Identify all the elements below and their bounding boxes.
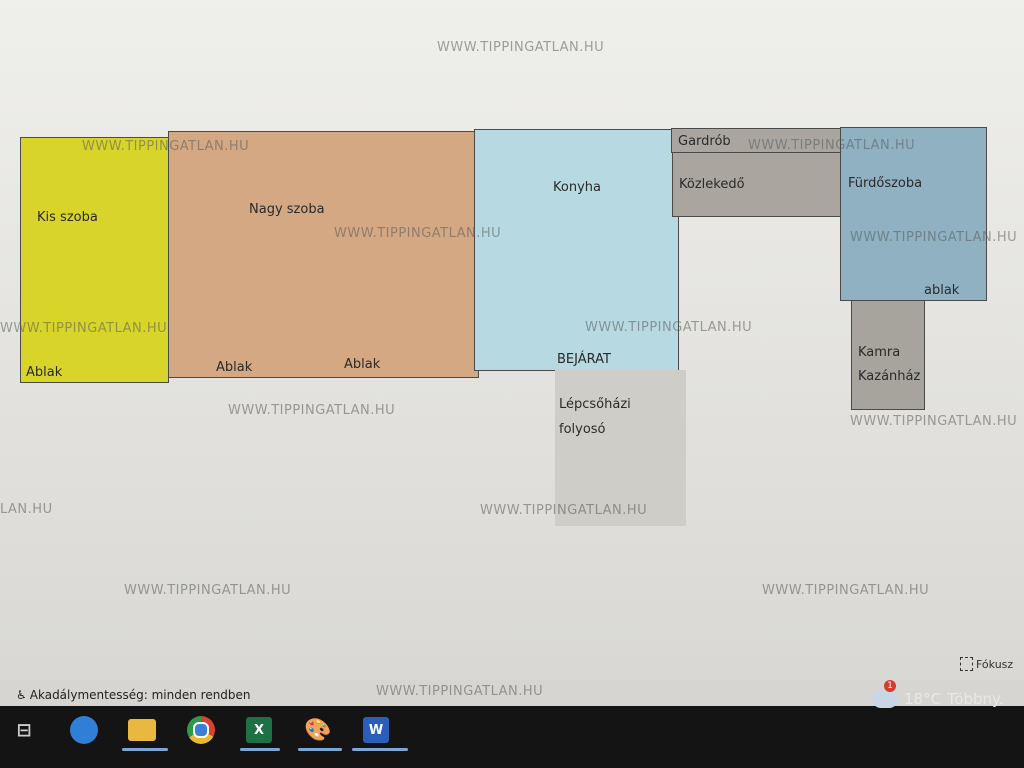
watermark: WWW.TIPPINGATLAN.HU (334, 226, 502, 241)
file-explorer-indicator (122, 748, 168, 751)
watermark: WWW.TIPPINGATLAN.HU (850, 230, 1018, 245)
accessibility-label: Akadálymentesség: minden rendben (29, 688, 251, 702)
entrance-label: BEJÁRAT (557, 352, 611, 367)
weather-temp: 18°C (904, 690, 942, 708)
room-kamra-kazanhaz[interactable]: Kamra Kazánház (851, 300, 925, 410)
room-label: folyosó (559, 422, 606, 437)
focus-button[interactable]: Fókusz (960, 657, 1013, 671)
room-kis-szoba[interactable]: Kis szoba Ablak (20, 137, 169, 383)
room-furdoszoba[interactable]: Fürdőszoba ablak (840, 127, 987, 301)
watermark: WWW.TIPPINGATLAN.HU (376, 684, 544, 699)
window-label: ablak (924, 283, 960, 298)
edge-icon[interactable] (66, 712, 102, 748)
watermark: WWW.TIPPINGATLAN.HU (437, 40, 605, 55)
window-label: Ablak (26, 365, 63, 380)
focus-icon (960, 657, 973, 671)
room-label: Közlekedő (679, 177, 745, 192)
watermark: WWW.TIPPINGATLAN.HU (850, 414, 1018, 429)
room-label: Konyha (553, 180, 601, 195)
document-canvas: Kis szoba Ablak Nagy szoba Ablak Ablak K… (0, 0, 1024, 680)
window-label: Ablak (216, 360, 253, 375)
window-label: Ablak (344, 357, 381, 372)
watermark: WWW.TIPPINGATLAN.HU (748, 138, 916, 153)
excel-icon[interactable]: X (241, 712, 277, 748)
room-label: Nagy szoba (249, 202, 325, 217)
room-kozlekedo[interactable]: Közlekedő (672, 152, 845, 217)
room-nagy-szoba[interactable]: Nagy szoba Ablak Ablak (168, 131, 479, 378)
watermark: WWW.TIPPINGATLAN.HU (228, 403, 396, 418)
paint-icon[interactable]: 🎨 (304, 717, 332, 743)
word-indicator (352, 748, 408, 751)
watermark: WWW.TIPPINGATLAN.HU (124, 583, 292, 598)
focus-label: Fókusz (976, 657, 1014, 671)
room-label: Kazánház (858, 369, 921, 384)
weather-widget[interactable]: 1 18°C Többny. (872, 680, 1004, 708)
watermark: WWW.TIPPINGATLAN.HU (0, 321, 168, 336)
paint-indicator (298, 748, 342, 751)
task-view-icon[interactable]: ⊟ (16, 719, 32, 741)
room-label: Fürdőszoba (848, 176, 923, 191)
room-label: Kis szoba (37, 210, 98, 225)
room-konyha[interactable]: Konyha BEJÁRAT (474, 129, 679, 371)
watermark: LAN.HU (0, 502, 53, 517)
watermark: WWW.TIPPINGATLAN.HU (585, 320, 753, 335)
word-icon[interactable]: W (358, 712, 394, 748)
taskbar: 1 18°C Többny. (0, 680, 1024, 768)
watermark: WWW.TIPPINGATLAN.HU (480, 503, 648, 518)
status-bar: ♿ Akadálymentesség: minden rendben WWW.T… (0, 680, 1024, 710)
weather-cloud-icon: 1 (872, 680, 898, 708)
file-explorer-icon[interactable] (124, 712, 160, 748)
excel-indicator (240, 748, 280, 751)
room-label: Kamra (858, 345, 901, 360)
watermark: WWW.TIPPINGATLAN.HU (762, 583, 930, 598)
watermark: WWW.TIPPINGATLAN.HU (82, 139, 250, 154)
weather-desc: Többny. (947, 690, 1004, 708)
room-label: Gardrób (678, 134, 731, 149)
accessibility-status[interactable]: ♿ Akadálymentesség: minden rendben (16, 688, 251, 702)
room-label: Lépcsőházi (559, 397, 631, 412)
accessibility-icon: ♿ (16, 688, 27, 702)
weather-badge: 1 (884, 680, 896, 692)
room-lepcsohazi-folyoso[interactable]: Lépcsőházi folyosó (555, 370, 686, 526)
chrome-icon[interactable] (183, 712, 219, 748)
